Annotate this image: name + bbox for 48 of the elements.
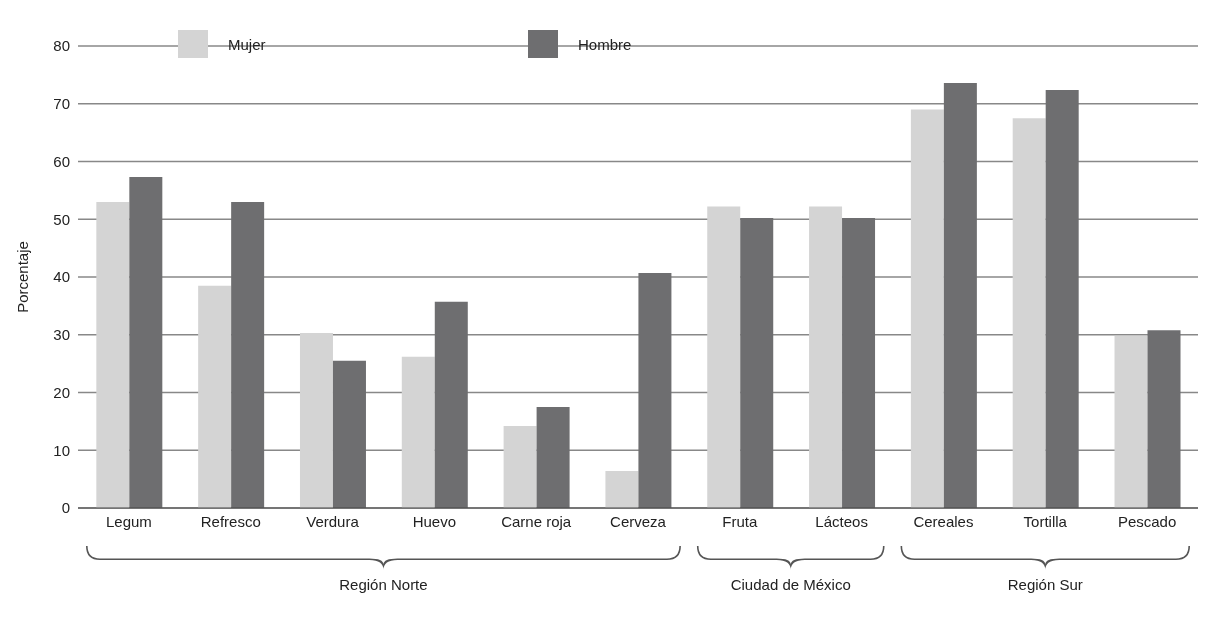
y-tick-label: 50 (53, 210, 70, 228)
bar (299, 333, 333, 508)
y-axis-title: Porcentaje (14, 241, 32, 313)
bar (1114, 335, 1148, 508)
x-tick-label: Legum (105, 512, 152, 530)
bar (1012, 118, 1046, 508)
x-tick-label: Cereales (913, 512, 974, 530)
bar (198, 285, 232, 508)
x-tick-label: Fruta (722, 512, 758, 530)
y-tick-label: 30 (53, 326, 70, 344)
y-tick-label: 0 (61, 499, 70, 517)
bar (536, 406, 570, 508)
x-tick-label: Lácteos (815, 512, 868, 530)
bar (96, 201, 130, 508)
y-tick-label: 70 (53, 95, 70, 113)
bar (910, 109, 944, 508)
bar (1147, 330, 1181, 508)
bar (503, 426, 537, 508)
bar (638, 272, 672, 508)
x-tick-label: Tortilla (1023, 512, 1068, 530)
x-tick-label: Verdura (306, 512, 360, 530)
bar (129, 177, 163, 508)
text: Región Sur (1007, 576, 1083, 593)
y-tick-label: 20 (53, 383, 70, 401)
bar (231, 201, 265, 508)
y-tick-label: 40 (53, 268, 70, 286)
legend-label: Hombre (578, 35, 632, 53)
text: Ciudad de México (730, 576, 851, 593)
x-tick-label: Pescado (1117, 512, 1177, 530)
bar (332, 360, 366, 508)
bar (842, 218, 876, 508)
bar (707, 206, 741, 508)
bar (943, 82, 977, 508)
x-tick-label: Carne roja (501, 512, 572, 530)
x-tick-label: Cerveza (610, 512, 667, 530)
bar (434, 301, 468, 508)
legend-label: Mujer (228, 35, 266, 53)
x-tick-label: Huevo (412, 512, 457, 530)
text: Región Norte (339, 576, 428, 593)
bar (401, 356, 435, 508)
bar (1045, 89, 1079, 508)
bar (740, 218, 774, 508)
y-tick-label: 60 (53, 152, 70, 170)
bar (809, 206, 843, 508)
y-tick-label: 10 (53, 441, 70, 459)
bar (605, 471, 639, 508)
x-tick-label: Refresco (200, 512, 261, 530)
y-tick-label: 80 (53, 37, 70, 55)
